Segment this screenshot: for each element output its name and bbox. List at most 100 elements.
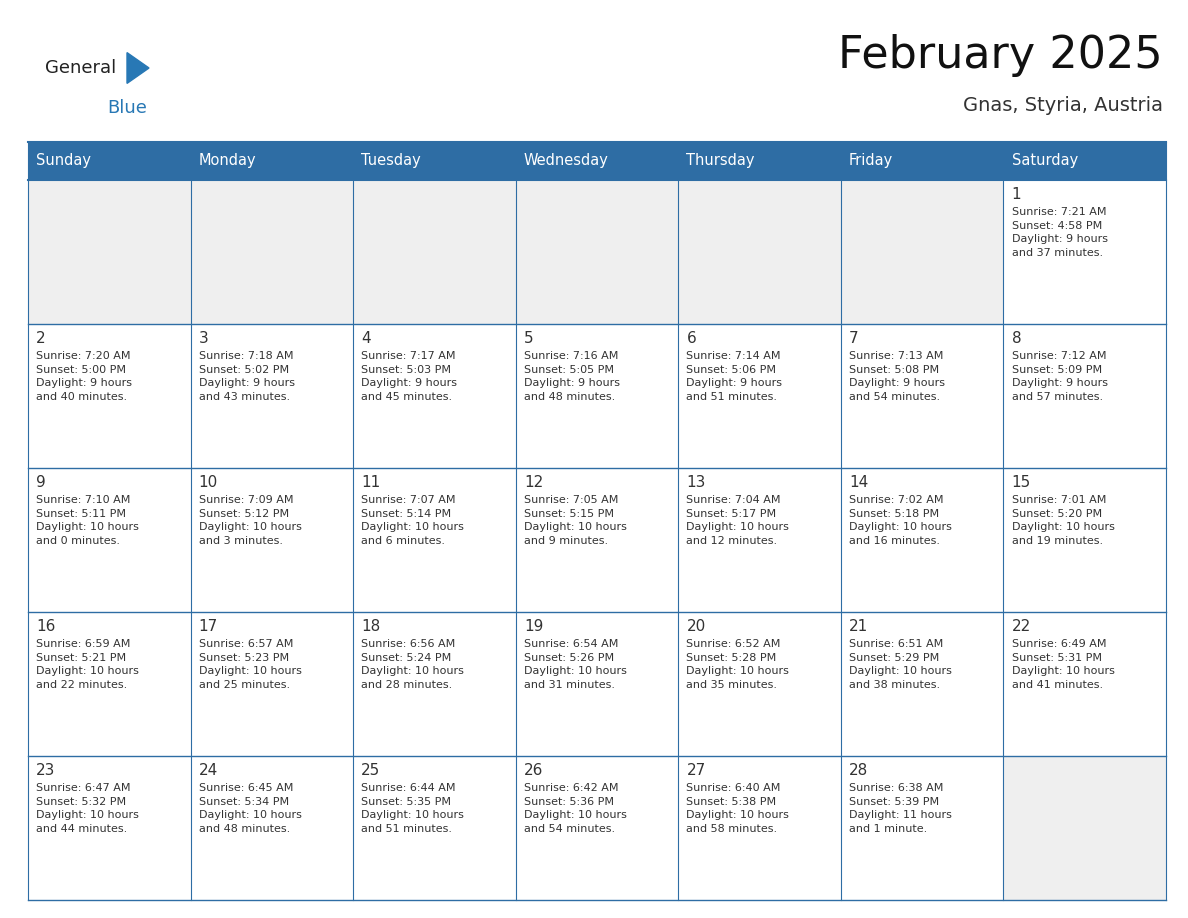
Bar: [190, 468, 353, 612]
Bar: [678, 142, 841, 180]
Text: Tuesday: Tuesday: [361, 153, 421, 169]
Text: Sunrise: 7:21 AM
Sunset: 4:58 PM
Daylight: 9 hours
and 37 minutes.: Sunrise: 7:21 AM Sunset: 4:58 PM Dayligh…: [1011, 207, 1107, 258]
Text: 15: 15: [1011, 475, 1031, 490]
Bar: [190, 324, 353, 468]
Bar: [29, 324, 190, 468]
Text: 21: 21: [849, 619, 868, 634]
Bar: [29, 142, 190, 180]
Bar: [29, 756, 1165, 900]
Bar: [29, 612, 1165, 756]
Bar: [841, 612, 1004, 756]
Text: Sunrise: 7:05 AM
Sunset: 5:15 PM
Daylight: 10 hours
and 9 minutes.: Sunrise: 7:05 AM Sunset: 5:15 PM Dayligh…: [524, 495, 627, 546]
Text: 13: 13: [687, 475, 706, 490]
Polygon shape: [127, 52, 148, 84]
Text: 25: 25: [361, 763, 380, 778]
Text: Sunrise: 6:51 AM
Sunset: 5:29 PM
Daylight: 10 hours
and 38 minutes.: Sunrise: 6:51 AM Sunset: 5:29 PM Dayligh…: [849, 639, 952, 689]
Text: Sunrise: 7:01 AM
Sunset: 5:20 PM
Daylight: 10 hours
and 19 minutes.: Sunrise: 7:01 AM Sunset: 5:20 PM Dayligh…: [1011, 495, 1114, 546]
Text: Sunrise: 6:57 AM
Sunset: 5:23 PM
Daylight: 10 hours
and 25 minutes.: Sunrise: 6:57 AM Sunset: 5:23 PM Dayligh…: [198, 639, 302, 689]
Text: 12: 12: [524, 475, 543, 490]
Text: Monday: Monday: [198, 153, 257, 169]
Text: Sunrise: 7:17 AM
Sunset: 5:03 PM
Daylight: 9 hours
and 45 minutes.: Sunrise: 7:17 AM Sunset: 5:03 PM Dayligh…: [361, 351, 457, 402]
Text: Thursday: Thursday: [687, 153, 754, 169]
Bar: [190, 756, 353, 900]
Bar: [29, 324, 1165, 468]
Text: Sunrise: 6:54 AM
Sunset: 5:26 PM
Daylight: 10 hours
and 31 minutes.: Sunrise: 6:54 AM Sunset: 5:26 PM Dayligh…: [524, 639, 627, 689]
Text: 1: 1: [1011, 187, 1022, 202]
Text: 28: 28: [849, 763, 868, 778]
Bar: [516, 468, 678, 612]
Text: Sunrise: 6:56 AM
Sunset: 5:24 PM
Daylight: 10 hours
and 28 minutes.: Sunrise: 6:56 AM Sunset: 5:24 PM Dayligh…: [361, 639, 465, 689]
Bar: [29, 612, 190, 756]
Text: February 2025: February 2025: [839, 33, 1163, 76]
Text: Sunrise: 7:14 AM
Sunset: 5:06 PM
Daylight: 9 hours
and 51 minutes.: Sunrise: 7:14 AM Sunset: 5:06 PM Dayligh…: [687, 351, 783, 402]
Text: 18: 18: [361, 619, 380, 634]
Bar: [29, 180, 1165, 324]
Text: 16: 16: [36, 619, 56, 634]
Bar: [516, 324, 678, 468]
Text: Sunrise: 7:16 AM
Sunset: 5:05 PM
Daylight: 9 hours
and 48 minutes.: Sunrise: 7:16 AM Sunset: 5:05 PM Dayligh…: [524, 351, 620, 402]
Text: Sunrise: 7:10 AM
Sunset: 5:11 PM
Daylight: 10 hours
and 0 minutes.: Sunrise: 7:10 AM Sunset: 5:11 PM Dayligh…: [36, 495, 139, 546]
Text: 6: 6: [687, 331, 696, 346]
Text: 20: 20: [687, 619, 706, 634]
Bar: [29, 756, 190, 900]
Text: 24: 24: [198, 763, 217, 778]
Text: Blue: Blue: [107, 99, 147, 117]
Bar: [353, 468, 516, 612]
Bar: [1004, 612, 1165, 756]
Bar: [353, 612, 516, 756]
Bar: [190, 612, 353, 756]
Text: 7: 7: [849, 331, 859, 346]
Bar: [29, 468, 190, 612]
Bar: [1004, 468, 1165, 612]
Text: Friday: Friday: [849, 153, 893, 169]
Text: Sunrise: 7:07 AM
Sunset: 5:14 PM
Daylight: 10 hours
and 6 minutes.: Sunrise: 7:07 AM Sunset: 5:14 PM Dayligh…: [361, 495, 465, 546]
Bar: [678, 468, 841, 612]
Bar: [678, 324, 841, 468]
Bar: [841, 756, 1004, 900]
Text: Sunrise: 6:47 AM
Sunset: 5:32 PM
Daylight: 10 hours
and 44 minutes.: Sunrise: 6:47 AM Sunset: 5:32 PM Dayligh…: [36, 783, 139, 834]
Text: 19: 19: [524, 619, 543, 634]
Bar: [841, 468, 1004, 612]
Text: 17: 17: [198, 619, 217, 634]
Bar: [190, 142, 353, 180]
Text: 22: 22: [1011, 619, 1031, 634]
Text: Sunrise: 6:52 AM
Sunset: 5:28 PM
Daylight: 10 hours
and 35 minutes.: Sunrise: 6:52 AM Sunset: 5:28 PM Dayligh…: [687, 639, 789, 689]
Text: 23: 23: [36, 763, 56, 778]
Bar: [678, 756, 841, 900]
Text: Sunrise: 7:04 AM
Sunset: 5:17 PM
Daylight: 10 hours
and 12 minutes.: Sunrise: 7:04 AM Sunset: 5:17 PM Dayligh…: [687, 495, 789, 546]
Bar: [353, 756, 516, 900]
Bar: [516, 142, 678, 180]
Bar: [516, 612, 678, 756]
Text: 27: 27: [687, 763, 706, 778]
Bar: [1004, 142, 1165, 180]
Bar: [841, 142, 1004, 180]
Text: Sunrise: 6:59 AM
Sunset: 5:21 PM
Daylight: 10 hours
and 22 minutes.: Sunrise: 6:59 AM Sunset: 5:21 PM Dayligh…: [36, 639, 139, 689]
Text: Wednesday: Wednesday: [524, 153, 608, 169]
Text: Sunrise: 7:02 AM
Sunset: 5:18 PM
Daylight: 10 hours
and 16 minutes.: Sunrise: 7:02 AM Sunset: 5:18 PM Dayligh…: [849, 495, 952, 546]
Bar: [678, 612, 841, 756]
Text: 9: 9: [36, 475, 46, 490]
Text: 5: 5: [524, 331, 533, 346]
Text: Sunrise: 6:45 AM
Sunset: 5:34 PM
Daylight: 10 hours
and 48 minutes.: Sunrise: 6:45 AM Sunset: 5:34 PM Dayligh…: [198, 783, 302, 834]
Text: 11: 11: [361, 475, 380, 490]
Text: Sunrise: 6:42 AM
Sunset: 5:36 PM
Daylight: 10 hours
and 54 minutes.: Sunrise: 6:42 AM Sunset: 5:36 PM Dayligh…: [524, 783, 627, 834]
Text: Sunrise: 7:20 AM
Sunset: 5:00 PM
Daylight: 9 hours
and 40 minutes.: Sunrise: 7:20 AM Sunset: 5:00 PM Dayligh…: [36, 351, 132, 402]
Bar: [841, 324, 1004, 468]
Text: Sunday: Sunday: [36, 153, 91, 169]
Text: 4: 4: [361, 331, 371, 346]
Text: General: General: [45, 59, 116, 77]
Text: Sunrise: 6:44 AM
Sunset: 5:35 PM
Daylight: 10 hours
and 51 minutes.: Sunrise: 6:44 AM Sunset: 5:35 PM Dayligh…: [361, 783, 465, 834]
Text: Sunrise: 6:40 AM
Sunset: 5:38 PM
Daylight: 10 hours
and 58 minutes.: Sunrise: 6:40 AM Sunset: 5:38 PM Dayligh…: [687, 783, 789, 834]
Bar: [29, 468, 1165, 612]
Text: 8: 8: [1011, 331, 1022, 346]
Text: Sunrise: 7:13 AM
Sunset: 5:08 PM
Daylight: 9 hours
and 54 minutes.: Sunrise: 7:13 AM Sunset: 5:08 PM Dayligh…: [849, 351, 944, 402]
Text: Gnas, Styria, Austria: Gnas, Styria, Austria: [963, 95, 1163, 115]
Text: 2: 2: [36, 331, 46, 346]
Text: Sunrise: 7:12 AM
Sunset: 5:09 PM
Daylight: 9 hours
and 57 minutes.: Sunrise: 7:12 AM Sunset: 5:09 PM Dayligh…: [1011, 351, 1107, 402]
Bar: [353, 142, 516, 180]
Bar: [1004, 324, 1165, 468]
Text: 10: 10: [198, 475, 217, 490]
Text: 26: 26: [524, 763, 543, 778]
Bar: [1004, 180, 1165, 324]
Text: Sunrise: 7:18 AM
Sunset: 5:02 PM
Daylight: 9 hours
and 43 minutes.: Sunrise: 7:18 AM Sunset: 5:02 PM Dayligh…: [198, 351, 295, 402]
